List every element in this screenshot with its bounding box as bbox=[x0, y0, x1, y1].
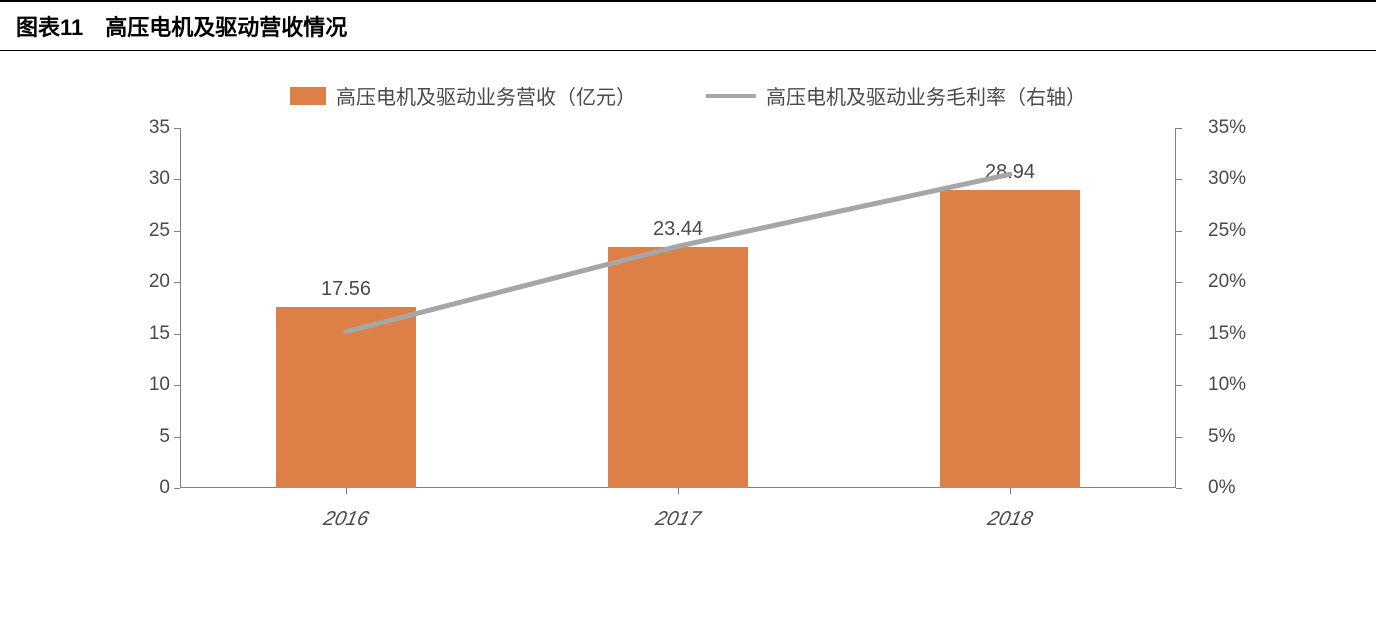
legend-item-bar: 高压电机及驱动业务营收（亿元） bbox=[290, 81, 636, 110]
margin-line bbox=[346, 174, 1010, 331]
plot-inner: 17.5623.4428.94 bbox=[180, 128, 1176, 488]
x-tick-label: 2017 bbox=[653, 508, 702, 531]
y-right-tick: 10% bbox=[1196, 374, 1256, 396]
line-layer bbox=[180, 128, 1176, 488]
y-left-tick: 35 bbox=[120, 117, 180, 139]
y-right-tick: 20% bbox=[1196, 271, 1256, 293]
y-left-tick: 25 bbox=[120, 220, 180, 242]
y-left-tick: 30 bbox=[120, 168, 180, 190]
x-tick-label: 2018 bbox=[985, 508, 1034, 531]
y-right-tick: 0% bbox=[1196, 477, 1256, 499]
y-left-tick: 20 bbox=[120, 271, 180, 293]
y-right-tick: 15% bbox=[1196, 323, 1256, 345]
y-right-tick: 30% bbox=[1196, 168, 1256, 190]
y-left-tick: 15 bbox=[120, 323, 180, 345]
plot-area: 05101520253035 0%5%10%15%20%25%30%35% 17… bbox=[120, 128, 1256, 538]
chart-container: 高压电机及驱动业务营收（亿元） 高压电机及驱动业务毛利率（右轴） 0 5 10 15 2… bbox=[120, 81, 1256, 611]
chart-title: 图表11 高压电机及驱动营收情况 bbox=[0, 0, 1376, 51]
y-right-tick: 25% bbox=[1196, 220, 1256, 242]
y-right-tick: 5% bbox=[1196, 426, 1256, 448]
y-left-tick: 10 bbox=[120, 374, 180, 396]
legend-swatch-bar bbox=[290, 87, 326, 105]
y-right-tick: 35% bbox=[1196, 117, 1256, 139]
legend-item-line: 高压电机及驱动业务毛利率（右轴） bbox=[706, 81, 1086, 110]
y-axis-left: 05101520253035 bbox=[120, 128, 180, 488]
y-axis-right: 0%5%10%15%20%25%30%35% bbox=[1196, 128, 1256, 488]
legend-line-label: 高压电机及驱动业务毛利率（右轴） bbox=[766, 81, 1086, 110]
legend-swatch-line bbox=[706, 94, 756, 98]
x-axis-labels: 2016 2017 2018 bbox=[180, 498, 1176, 538]
legend-bar-label: 高压电机及驱动业务营收（亿元） bbox=[336, 81, 636, 110]
y-left-tick: 5 bbox=[120, 426, 180, 448]
y-left-tick: 0 bbox=[120, 477, 180, 499]
x-tick-label: 2016 bbox=[321, 508, 370, 531]
legend: 高压电机及驱动业务营收（亿元） 高压电机及驱动业务毛利率（右轴） bbox=[120, 81, 1256, 110]
